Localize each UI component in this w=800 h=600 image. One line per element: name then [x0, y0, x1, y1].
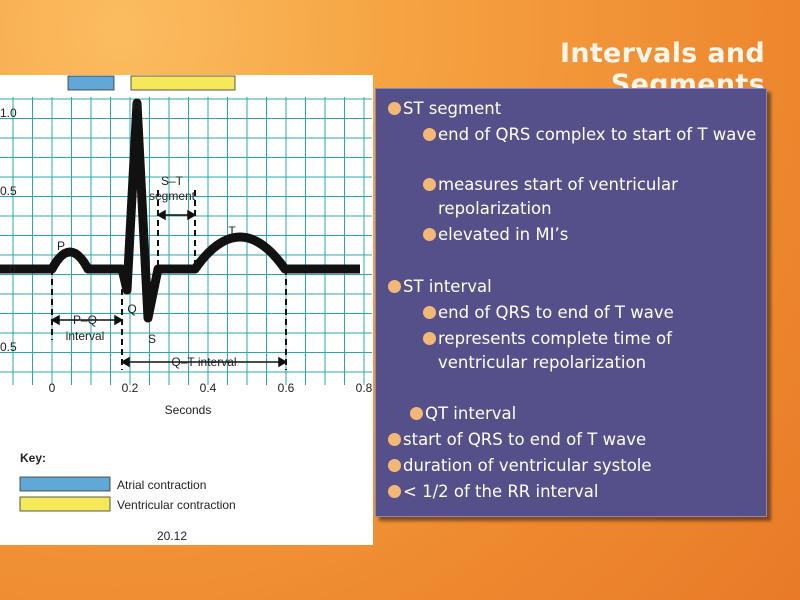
arrows: [50, 209, 288, 368]
bullet-item: start of QRS to end of T wave: [388, 428, 733, 452]
key-label: Ventricular contraction: [117, 498, 236, 512]
st-label: segment: [149, 189, 196, 203]
ecg-diagram: 1.0 0.5 0 0.5 0 0.2 0.4 0.6 0.8 Seconds …: [0, 75, 373, 543]
bullet-item: QT interval: [410, 402, 755, 426]
bullet-dot: [423, 128, 436, 141]
bullet-item: < 1/2 of the RR interval: [388, 480, 733, 504]
bullet-item: ST interval: [388, 275, 733, 299]
ventricular-bar: [130, 75, 236, 91]
wave-label: S: [148, 332, 156, 346]
x-label: 0.2: [122, 381, 139, 395]
bullet-dot: [423, 178, 436, 191]
bullet-dot: [410, 407, 423, 420]
figure-number: 20.12: [157, 529, 187, 543]
x-label: 0.6: [278, 381, 295, 395]
slide-title: Intervals and Segments: [559, 38, 765, 100]
atrial-bar: [67, 75, 115, 91]
bullet-item: end of QRS to end of T wave: [423, 301, 763, 325]
bullet-item: represents complete time of ventricular …: [423, 327, 763, 375]
bullet-dot: [388, 485, 401, 498]
bullet-dot: [388, 459, 401, 472]
grid: [0, 97, 372, 385]
wave-label: P: [57, 239, 65, 253]
y-label: 0.5: [0, 184, 17, 198]
bullet-text: QT interval: [425, 404, 517, 423]
y-label: 0.5: [0, 340, 17, 354]
bullet-text: represents complete time of ventricular …: [438, 329, 672, 372]
x-label: 0.8: [356, 381, 373, 395]
bullet-text: ST interval: [403, 277, 492, 296]
bullet-item: elevated in MI’s: [423, 223, 763, 247]
bullet-dot: [388, 280, 401, 293]
y-label: 1.0: [0, 106, 17, 120]
y-label: 0: [9, 262, 16, 276]
key-swatch: [19, 496, 111, 512]
wave-label: T: [228, 224, 236, 238]
bullet-text: ST segment: [403, 99, 502, 118]
bullet-dot: [423, 332, 436, 345]
x-label: 0: [49, 381, 56, 395]
wave-label: R: [133, 100, 142, 114]
bullet-item: measures start of ventricular repolariza…: [423, 173, 763, 221]
pq-label: P–Q: [73, 313, 97, 327]
bullet-dot: [388, 102, 401, 115]
text-panel: [375, 88, 767, 517]
qt-label: Q–T interval: [171, 355, 236, 369]
bullet-text: start of QRS to end of T wave: [403, 430, 647, 449]
wave-label: Q: [127, 302, 136, 316]
x-axis-title: Seconds: [165, 403, 212, 417]
ecg-trace: [0, 98, 360, 323]
ecg-figure: 1.0 0.5 0 0.5 0 0.2 0.4 0.6 0.8 Seconds …: [0, 75, 373, 545]
bullet-text: duration of ventricular systole: [403, 456, 652, 475]
x-label: 0.4: [200, 381, 217, 395]
pq-label: interval: [66, 329, 105, 343]
bullet-text: end of QRS complex to start of T wave: [438, 125, 757, 144]
bullet-item: ST segment: [388, 97, 733, 121]
bullet-dot: [423, 306, 436, 319]
bullet-text: elevated in MI’s: [438, 225, 569, 244]
bullet-item: end of QRS complex to start of T wave: [423, 123, 763, 147]
key-title: Key:: [20, 451, 46, 465]
bullet-text: < 1/2 of the RR interval: [403, 482, 599, 501]
key-label: Atrial contraction: [117, 478, 206, 492]
st-label: S–T: [161, 174, 184, 188]
bullet-item: duration of ventricular systole: [388, 454, 733, 478]
bullet-dot: [388, 433, 401, 446]
key-swatch: [19, 476, 111, 492]
bullet-dot: [423, 228, 436, 241]
bullet-text: end of QRS to end of T wave: [438, 303, 674, 322]
bullet-text: measures start of ventricular repolariza…: [438, 175, 678, 218]
